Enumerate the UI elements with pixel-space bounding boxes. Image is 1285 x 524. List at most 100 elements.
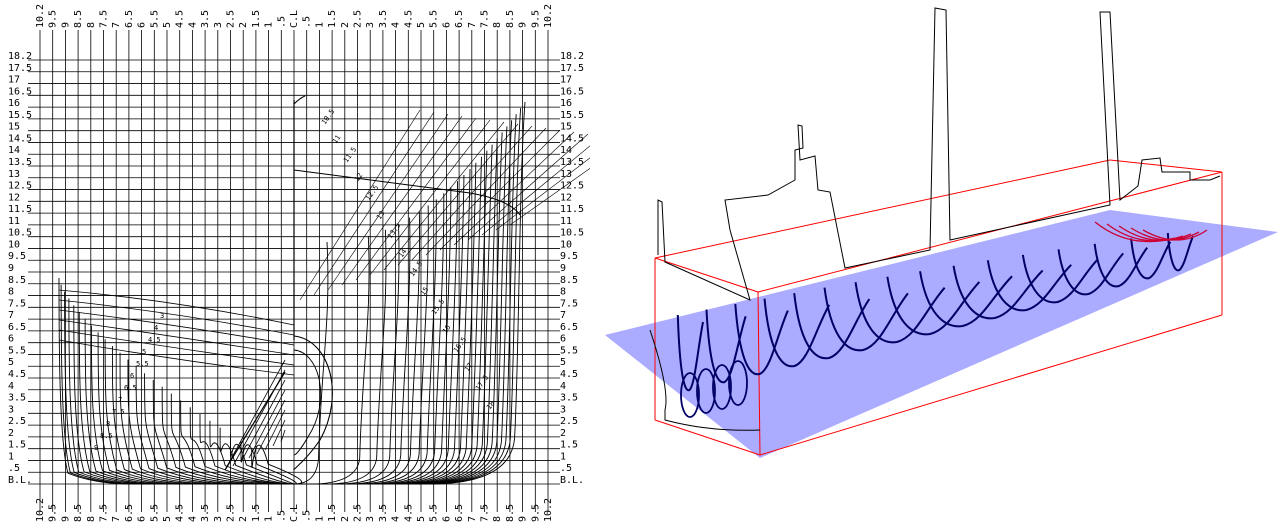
- station-label: 5.5: [136, 360, 149, 368]
- fore-diagonal-line: [411, 125, 533, 261]
- station-label: 11: [331, 134, 342, 146]
- station-label: 4: [154, 324, 158, 332]
- half-breadth-label: 2.5: [226, 504, 237, 522]
- half-breadth-label: .5: [276, 510, 287, 522]
- waterline-label: 15.5: [8, 110, 32, 121]
- aft-station-curve: [251, 444, 302, 485]
- hull-section-curve: [793, 293, 871, 360]
- half-breadth-label: 2: [340, 516, 351, 522]
- aft-station-curve: [127, 359, 294, 485]
- fore-station-curve: [294, 156, 482, 485]
- station-label: 7.5: [112, 408, 125, 416]
- waterline-label: 1.5: [560, 440, 578, 451]
- fore-diagonal-line: [509, 167, 590, 226]
- half-breadth-label: 10.2: [543, 498, 554, 522]
- half-breadth-label: 5.5: [429, 10, 440, 28]
- waterline-label: 16.5: [560, 86, 584, 97]
- waterline-label: 10: [8, 239, 20, 250]
- waterline-label: 2: [8, 428, 14, 439]
- fore-diagonal-line: [369, 119, 491, 276]
- half-breadth-label: .5: [302, 510, 313, 522]
- half-breadth-label: 8: [492, 22, 503, 28]
- deck-line: [58, 329, 295, 366]
- half-breadth-label: 10.2: [35, 4, 46, 28]
- hull-section-curve: [986, 260, 1072, 312]
- fore-station-curve: [294, 168, 471, 485]
- waterline-label: 2.5: [8, 416, 26, 427]
- half-breadth-label: 7: [111, 22, 122, 28]
- station-label: 5: [142, 348, 146, 356]
- fore-station-curve: [294, 211, 421, 485]
- half-breadth-label: 4: [187, 516, 198, 522]
- fore-station-curve: [294, 205, 429, 485]
- fore-station-curve: [294, 126, 508, 485]
- bounding-box-edge: [654, 419, 761, 456]
- aft-station-curve: [73, 305, 294, 485]
- aft-station-curve: [209, 420, 295, 485]
- half-breadth-label: 8.5: [73, 504, 84, 522]
- station-label: 14: [397, 248, 408, 260]
- hull-section-curve: [676, 314, 704, 392]
- deck-line: [58, 289, 295, 326]
- bow-section-curve: [1142, 229, 1208, 241]
- waterline-label: 12: [8, 192, 20, 203]
- half-breadth-label: 5: [416, 516, 427, 522]
- waterline-label: 9.5: [8, 251, 26, 262]
- half-breadth-label: 10.2: [543, 4, 554, 28]
- half-breadth-labels-top: 10.2 9.5 9 8.5 8 7.5 7 6.5 6 5.5 5 4.5 4 3.5 3 2.5 2 1.5 1…: [35, 4, 554, 28]
- half-breadth-label: 3: [213, 22, 224, 28]
- half-breadth-label: 9: [60, 516, 71, 522]
- waterline-label: 5: [8, 357, 14, 368]
- fore-diagonal-line: [397, 123, 519, 266]
- half-breadth-label: 5.5: [149, 10, 160, 28]
- half-breadth-label: 4: [391, 516, 402, 522]
- station-label: 13: [375, 210, 386, 222]
- half-breadth-label: 10.2: [35, 498, 46, 522]
- half-breadth-labels-bottom: 10.2 9.5 9 8.5 8 7.5 7 6.5 6 5.5 5 4.5 4 3.5 3 2.5 2 1.5 1…: [35, 498, 554, 522]
- half-breadth-label: 2.5: [353, 10, 364, 28]
- deck-line: [58, 339, 295, 376]
- half-breadth-label: 3.5: [200, 10, 211, 28]
- station-label: 18: [485, 400, 496, 412]
- isometric-hull-view: [605, 7, 1278, 458]
- fore-diagonal-line: [467, 133, 589, 241]
- half-breadth-label: 2.5: [226, 10, 237, 28]
- bulwark-line: [293, 95, 306, 105]
- waterline-label: 18.2: [8, 51, 32, 62]
- body-plan-drawing: 10.2 9.5 9 8.5 8 7.5 7 6.5 6 5.5 5 4.5 4 3.5 3 2.5 2 1.5 1…: [8, 4, 590, 522]
- waterline-label: 17: [8, 75, 20, 86]
- waterline-label: 8.5: [8, 275, 26, 286]
- hull-section-curve: [1166, 232, 1194, 272]
- bulb-outline: [293, 335, 333, 471]
- fore-diagonal-line: [439, 129, 561, 251]
- waterline-label: 15: [8, 122, 20, 133]
- waterline-label: 2.5: [560, 416, 578, 427]
- skeg-line: [280, 429, 286, 443]
- waterline-label: 11: [560, 216, 572, 227]
- waterline-label: 16: [560, 98, 572, 109]
- deck-line: [58, 319, 295, 356]
- waterline-label: 18.2: [560, 51, 584, 62]
- waterline-label: .5: [8, 463, 20, 474]
- half-breadth-label: 1: [264, 22, 275, 28]
- hull-section-curve: [823, 287, 909, 352]
- waterline-label: B.L.: [8, 475, 32, 486]
- waterline-label: 7.5: [560, 298, 578, 309]
- half-breadth-label: 9: [60, 22, 71, 28]
- half-breadth-label: 9.5: [48, 10, 59, 28]
- hull-section-curve: [1021, 254, 1099, 304]
- hull-section-curve: [952, 265, 1044, 320]
- bounding-box: [654, 159, 1223, 456]
- half-breadth-label: 8: [86, 516, 97, 522]
- half-breadth-label: 3: [213, 516, 224, 522]
- fore-diagonal-line: [453, 131, 575, 246]
- waterline-label: 11.5: [8, 204, 32, 215]
- fore-station-curve: [294, 187, 452, 485]
- station-label: 6.5: [124, 384, 137, 392]
- half-breadth-label: 3: [365, 516, 376, 522]
- fore-station-curve: [294, 132, 503, 485]
- half-breadth-label: 4: [391, 22, 402, 28]
- half-breadth-label: 9.5: [48, 504, 59, 522]
- half-breadth-label: 9.5: [530, 10, 541, 28]
